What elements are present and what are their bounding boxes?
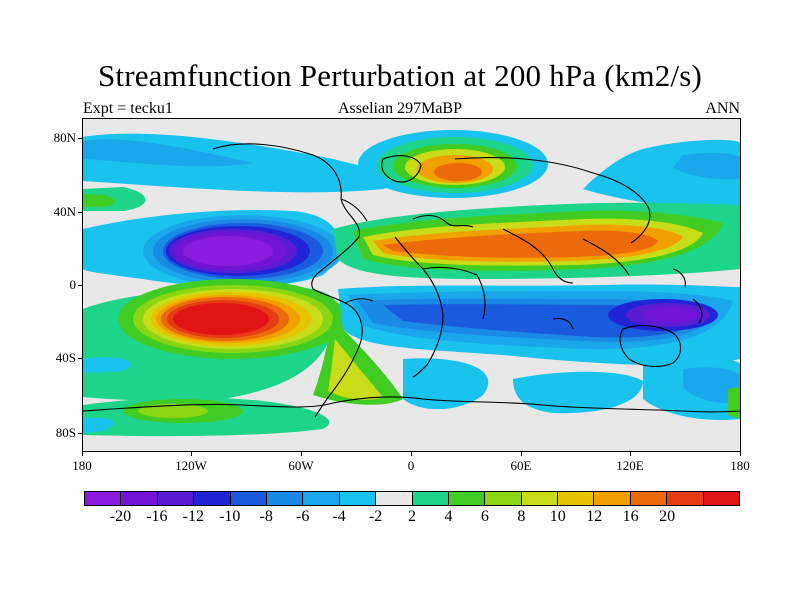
colorbar-label: -6 bbox=[295, 508, 310, 525]
colorbar-swatch bbox=[485, 492, 522, 505]
colorbar-swatch bbox=[703, 492, 740, 505]
colorbar-label: 16 bbox=[622, 508, 639, 525]
x-label-180e: 180 bbox=[730, 458, 750, 473]
map-plot-area bbox=[82, 118, 741, 452]
y-label-80n: 80N bbox=[53, 130, 76, 145]
colorbar-swatch bbox=[339, 492, 377, 505]
x-label-0: 0 bbox=[407, 458, 415, 473]
x-tick bbox=[82, 452, 83, 456]
streamfunction-field bbox=[83, 119, 740, 451]
x-label-180w: 180 bbox=[72, 458, 92, 473]
colorbar-label: 10 bbox=[549, 508, 566, 525]
colorbar-swatch bbox=[448, 492, 486, 505]
colorbar-swatch bbox=[157, 492, 195, 505]
x-tick bbox=[630, 452, 631, 456]
colorbar-swatch bbox=[630, 492, 668, 505]
colorbar-label: -4 bbox=[332, 508, 346, 525]
colorbar-label: 20 bbox=[659, 508, 676, 525]
y-tick bbox=[78, 433, 82, 434]
colorbar-swatch bbox=[266, 492, 304, 505]
period-label: Asselian 297MaBP bbox=[338, 100, 462, 117]
y-label-eq: 0 bbox=[69, 277, 77, 292]
y-tick bbox=[78, 212, 82, 213]
x-tick bbox=[740, 452, 741, 456]
colorbar-label: 6 bbox=[480, 508, 489, 525]
x-tick bbox=[411, 452, 412, 456]
colorbar-label: -20 bbox=[109, 508, 132, 525]
y-tick bbox=[78, 358, 82, 359]
colorbar-swatch bbox=[558, 492, 595, 505]
colorbar-label: 8 bbox=[517, 508, 526, 525]
colorbar-label: -12 bbox=[182, 508, 204, 525]
y-label-40n: 40N bbox=[53, 204, 76, 219]
season-label: ANN bbox=[705, 100, 740, 117]
colorbar bbox=[84, 491, 740, 506]
colorbar-swatch bbox=[412, 492, 449, 505]
colorbar-label: -2 bbox=[368, 508, 383, 525]
y-tick bbox=[78, 138, 82, 139]
colorbar-swatch bbox=[594, 492, 631, 505]
colorbar-swatch bbox=[194, 492, 231, 505]
x-tick bbox=[191, 452, 192, 456]
colorbar-label: -8 bbox=[259, 508, 273, 525]
colorbar-swatch bbox=[303, 492, 340, 505]
y-tick bbox=[78, 285, 82, 286]
colorbar-label: 2 bbox=[408, 508, 416, 525]
experiment-label: Expt = tecku1 bbox=[83, 100, 173, 117]
colorbar-swatch bbox=[376, 492, 413, 505]
y-label-40s: 40S bbox=[55, 350, 76, 365]
x-label-60w: 60W bbox=[288, 458, 314, 473]
x-label-120e: 120E bbox=[616, 458, 644, 473]
x-label-60e: 60E bbox=[510, 458, 532, 473]
colorbar-swatch bbox=[521, 492, 559, 505]
y-label-80s: 80S bbox=[55, 425, 76, 440]
plot-title: Streamfunction Perturbation at 200 hPa (… bbox=[97, 58, 703, 93]
colorbar-swatch bbox=[667, 492, 704, 505]
colorbar-swatch bbox=[230, 492, 267, 505]
colorbar-swatch bbox=[85, 492, 122, 505]
colorbar-label: -16 bbox=[146, 508, 168, 525]
colorbar-label: 12 bbox=[586, 508, 603, 525]
x-tick bbox=[521, 452, 522, 456]
colorbar-label: 4 bbox=[444, 508, 453, 525]
colorbar-swatch bbox=[121, 492, 158, 505]
colorbar-label: -10 bbox=[219, 508, 241, 525]
x-tick bbox=[301, 452, 302, 456]
x-label-120w: 120W bbox=[175, 458, 207, 473]
